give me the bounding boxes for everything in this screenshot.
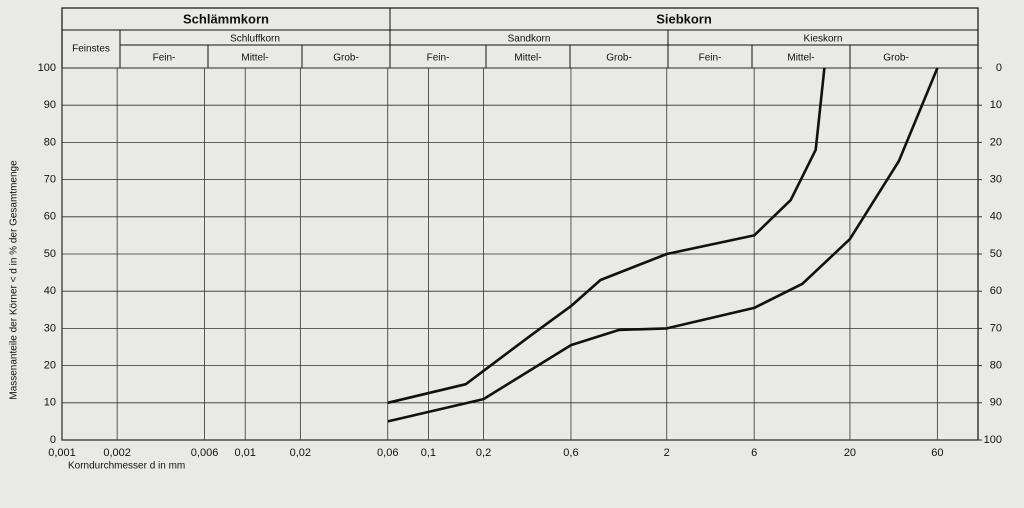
header-sub: Fein- [427,53,450,64]
y2-tick-label: 50 [990,248,1002,260]
y-tick-label: 10 [44,397,56,409]
y-tick-label: 80 [44,136,56,148]
x-axis-label: Korndurchmesser d in mm [68,461,185,472]
x-tick-label: 20 [844,447,856,459]
y-tick-label: 40 [44,285,56,297]
y2-tick-label: 90 [990,397,1002,409]
y-tick-label: 90 [44,99,56,111]
y2-tick-label: 80 [990,360,1002,372]
header-group: Sandkorn [508,34,551,45]
header-sub: Mittel- [241,53,268,64]
header-main: Siebkorn [656,11,712,26]
x-tick-label: 0,2 [476,447,491,459]
y2-tick-label: 10 [990,99,1002,111]
header-group: Feinstes [72,44,110,55]
x-tick-label: 60 [931,447,943,459]
y-tick-label: 20 [44,360,56,372]
x-tick-label: 0,006 [191,447,219,459]
x-tick-label: 0,001 [48,447,76,459]
curve [387,67,826,405]
y2-tick-label: 0 [996,62,1002,74]
header-group: Schluffkorn [230,34,280,45]
x-tick-label: 0,06 [377,447,398,459]
header-sub: Grob- [883,53,909,64]
x-tick-label: 0,1 [421,447,436,459]
y2-tick-label: 20 [990,136,1002,148]
header-main: Schlämmkorn [183,11,269,26]
y-tick-label: 70 [44,174,56,186]
y2-tick-label: 60 [990,285,1002,297]
y2-tick-label: 70 [990,322,1002,334]
y2-tick-label: 40 [990,211,1002,223]
header-sub: Mittel- [787,53,814,64]
y-axis-label: Massenanteile der Körner < d in % der Ge… [9,160,20,400]
header-sub: Fein- [699,53,722,64]
y-tick-label: 0 [50,434,56,446]
x-tick-label: 2 [664,447,670,459]
x-tick-label: 0,002 [103,447,131,459]
y-tick-label: 100 [38,62,56,74]
header-group: Kieskorn [804,34,843,45]
x-tick-label: 6 [751,447,757,459]
header-sub: Grob- [606,53,632,64]
y2-tick-label: 30 [990,174,1002,186]
header-sub: Fein- [153,53,176,64]
x-tick-label: 0,02 [290,447,311,459]
y2-tick-label: 100 [984,434,1002,446]
x-tick-label: 0,6 [563,447,578,459]
y-tick-label: 60 [44,211,56,223]
x-tick-label: 0,01 [234,447,255,459]
header-sub: Mittel- [514,53,541,64]
y-tick-label: 50 [44,248,56,260]
y-tick-label: 30 [44,322,56,334]
curve [387,67,939,423]
header-sub: Grob- [333,53,359,64]
